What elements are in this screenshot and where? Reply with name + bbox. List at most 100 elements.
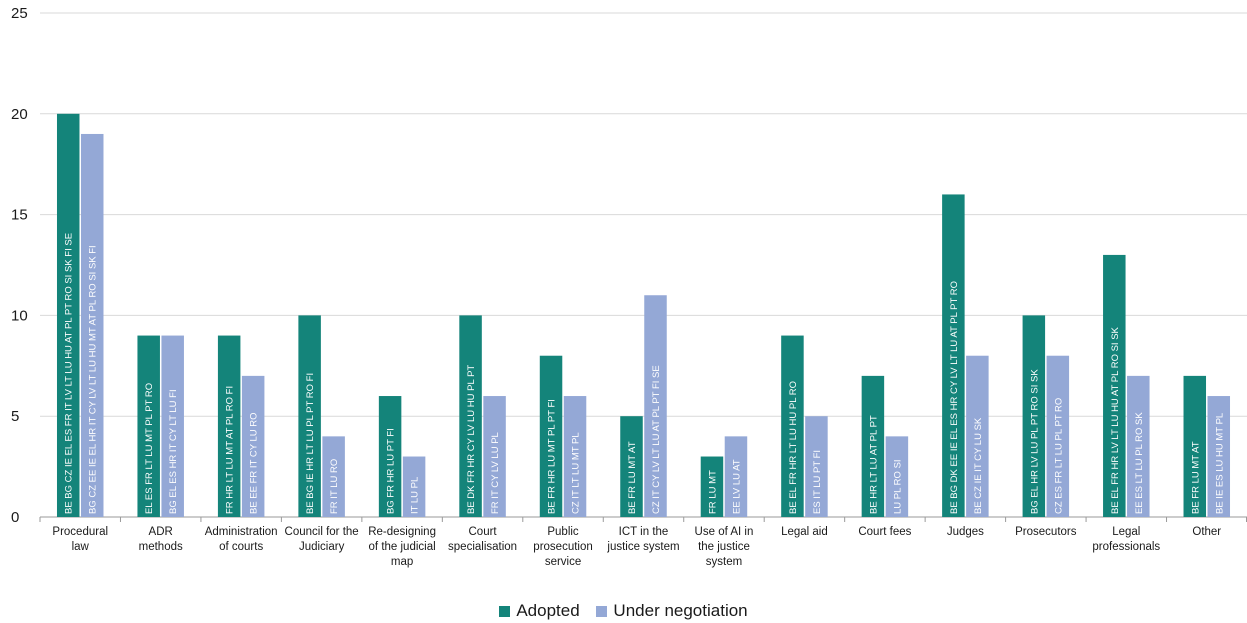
bar-label: BE FR LU MT AT [627, 441, 638, 514]
bar-label: BE FR LU MT AT [1190, 441, 1201, 514]
legend-item-adopted: Adopted [499, 601, 580, 621]
x-category-label-line: Court fees [858, 526, 911, 538]
x-category-label-line: law [72, 541, 90, 553]
legend: Adopted Under negotiation [0, 601, 1247, 622]
bar-label: BE BG CZ IE EL ES FR IT LV LT LU HU AT P… [64, 233, 75, 514]
bar-label: EE LV LU AT [731, 459, 742, 514]
bar-label: BE CZ IE IT CY LU SK [973, 417, 984, 514]
bar-label: CZ ES FR LT LU PL PT RO [1053, 398, 1064, 514]
bar [942, 194, 965, 517]
bar [1207, 396, 1231, 517]
x-category-label: Prosecutors [1015, 526, 1077, 538]
bar-label: BE FR HR LU MT PL PT FI [547, 399, 558, 514]
bar [700, 456, 724, 517]
bar [563, 396, 587, 517]
x-category-label: Re-designing of the judicial map [368, 526, 436, 568]
bar-chart: 0 5 10 15 20 25 BE BG CZ IE EL ES FR IT LV LT … [11, 5, 1247, 568]
y-tick-label: 25 [11, 5, 28, 22]
bar [378, 396, 402, 517]
x-category-label: ADR methods [139, 526, 183, 553]
bar-label: FR IT LU RO [329, 459, 340, 514]
x-category-label-line: Judges [947, 526, 984, 538]
bar [80, 133, 104, 517]
bar [459, 315, 482, 517]
bar-label: BG CZ EE IE EL HR IT CY LV LT LU HU MT A… [88, 245, 99, 514]
bar [217, 335, 241, 517]
bar [620, 416, 643, 517]
bar-label: CZ IT CY LV LT LU AT PL PT FI SE [651, 365, 662, 514]
x-category-label-line: specialisation [448, 541, 517, 553]
x-category-label-line: methods [139, 541, 183, 553]
x-category-label-line: the justice [698, 541, 750, 553]
bar-label: EL ES FR LT LU MT PL PT RO [144, 383, 155, 514]
x-category-label: Use of AI in the justice system [695, 526, 754, 568]
bar-label: FR LU MT [707, 470, 718, 514]
x-category-label-line: Other [1192, 526, 1221, 538]
bar-label: EE ES LT LU PL RO SK [1134, 412, 1145, 514]
x-category-label-line: Procedural [52, 526, 108, 538]
bar [885, 436, 909, 517]
bar-label: BG EL ES HR IT CY LT LU FI [168, 389, 179, 514]
x-category-label-line: Court [469, 526, 498, 538]
x-category-label: Public prosecution service [533, 526, 592, 568]
y-tick-label: 0 [11, 509, 19, 526]
bar-label: BE BG IE HR LT LU PL PT RO FI [305, 373, 316, 514]
bar [644, 295, 667, 517]
bar [483, 396, 506, 517]
y-tick-label: 5 [11, 408, 19, 425]
x-category-label: Administration of courts [205, 526, 278, 553]
bar-label: IT LU PL [410, 477, 421, 514]
x-category-label-line: Re-designing [368, 526, 436, 538]
bar-label: FR HR LT LU MT AT PL RO FI [225, 386, 236, 514]
x-category-label-line: Administration [205, 526, 278, 538]
x-category-label-line: ICT in the [619, 526, 669, 538]
x-category-label-line: Legal [1112, 526, 1140, 538]
bar-label: CZ IT LT LU MT PL [571, 432, 582, 514]
x-category-label-line: service [545, 556, 581, 568]
bar [1127, 375, 1150, 517]
y-tick-label: 15 [11, 207, 28, 224]
bar [137, 335, 160, 517]
legend-label-adopted: Adopted [516, 601, 580, 620]
bar-label: BE DK FR HR CY LV LU HU PL PT [466, 365, 477, 514]
y-tick-label: 10 [11, 307, 28, 324]
bar-label: BG FR HR LU PT FI [386, 428, 397, 514]
bar-label: ES IT LU PT FI [812, 450, 823, 514]
bar-label: BE HR LT LU AT PL PT [868, 415, 879, 514]
x-category-label-line: map [391, 556, 413, 568]
x-category-label-line: Public [547, 526, 579, 538]
x-category-label-line: Council for the [285, 526, 359, 538]
x-category-label-line: of the judicial [369, 541, 436, 553]
x-category-label: Legal aid [781, 526, 828, 538]
bar [1103, 254, 1126, 518]
x-category-label-line: ADR [149, 526, 173, 538]
x-category-label: ICT in the justice system [606, 526, 679, 553]
bar [241, 375, 265, 517]
x-category-label-line: justice system [606, 541, 679, 553]
x-category-label-line: Legal aid [781, 526, 828, 538]
x-category-label-line: Judiciary [299, 541, 345, 553]
bar [539, 355, 563, 517]
bar [781, 335, 804, 517]
bar [161, 335, 184, 517]
bar [1183, 375, 1207, 517]
x-category-label: Council for the Judiciary [285, 526, 359, 553]
bar-label: BE BG DK EE IE EL ES HR CY LV LT LU AT P… [949, 281, 960, 514]
x-category-label-line: of courts [219, 541, 263, 553]
x-category-label-line: prosecution [533, 541, 592, 553]
bar-label: BE EL FR HR LT LU HU PL RO [788, 381, 799, 514]
bar [861, 375, 885, 517]
bar-label: BE IE ES LU HU MT PL [1214, 413, 1225, 514]
bar-label: BG EL HR LV LU PL PT RO SI SK [1029, 369, 1040, 514]
x-category-label: Legal professionals [1092, 526, 1160, 553]
bar [966, 355, 989, 517]
x-category-label-line: Prosecutors [1015, 526, 1077, 538]
x-category-label: Court specialisation [448, 526, 517, 553]
bar-label: BE EL FR HR LV LT LU HU AT PL RO SI SK [1110, 326, 1121, 514]
legend-swatch-adopted [499, 605, 511, 617]
x-category-label-line: Use of AI in [695, 526, 754, 538]
bar [56, 113, 80, 518]
bar [805, 416, 828, 517]
legend-swatch-under-negotiation [596, 605, 608, 617]
x-category-label-line: system [706, 556, 742, 568]
